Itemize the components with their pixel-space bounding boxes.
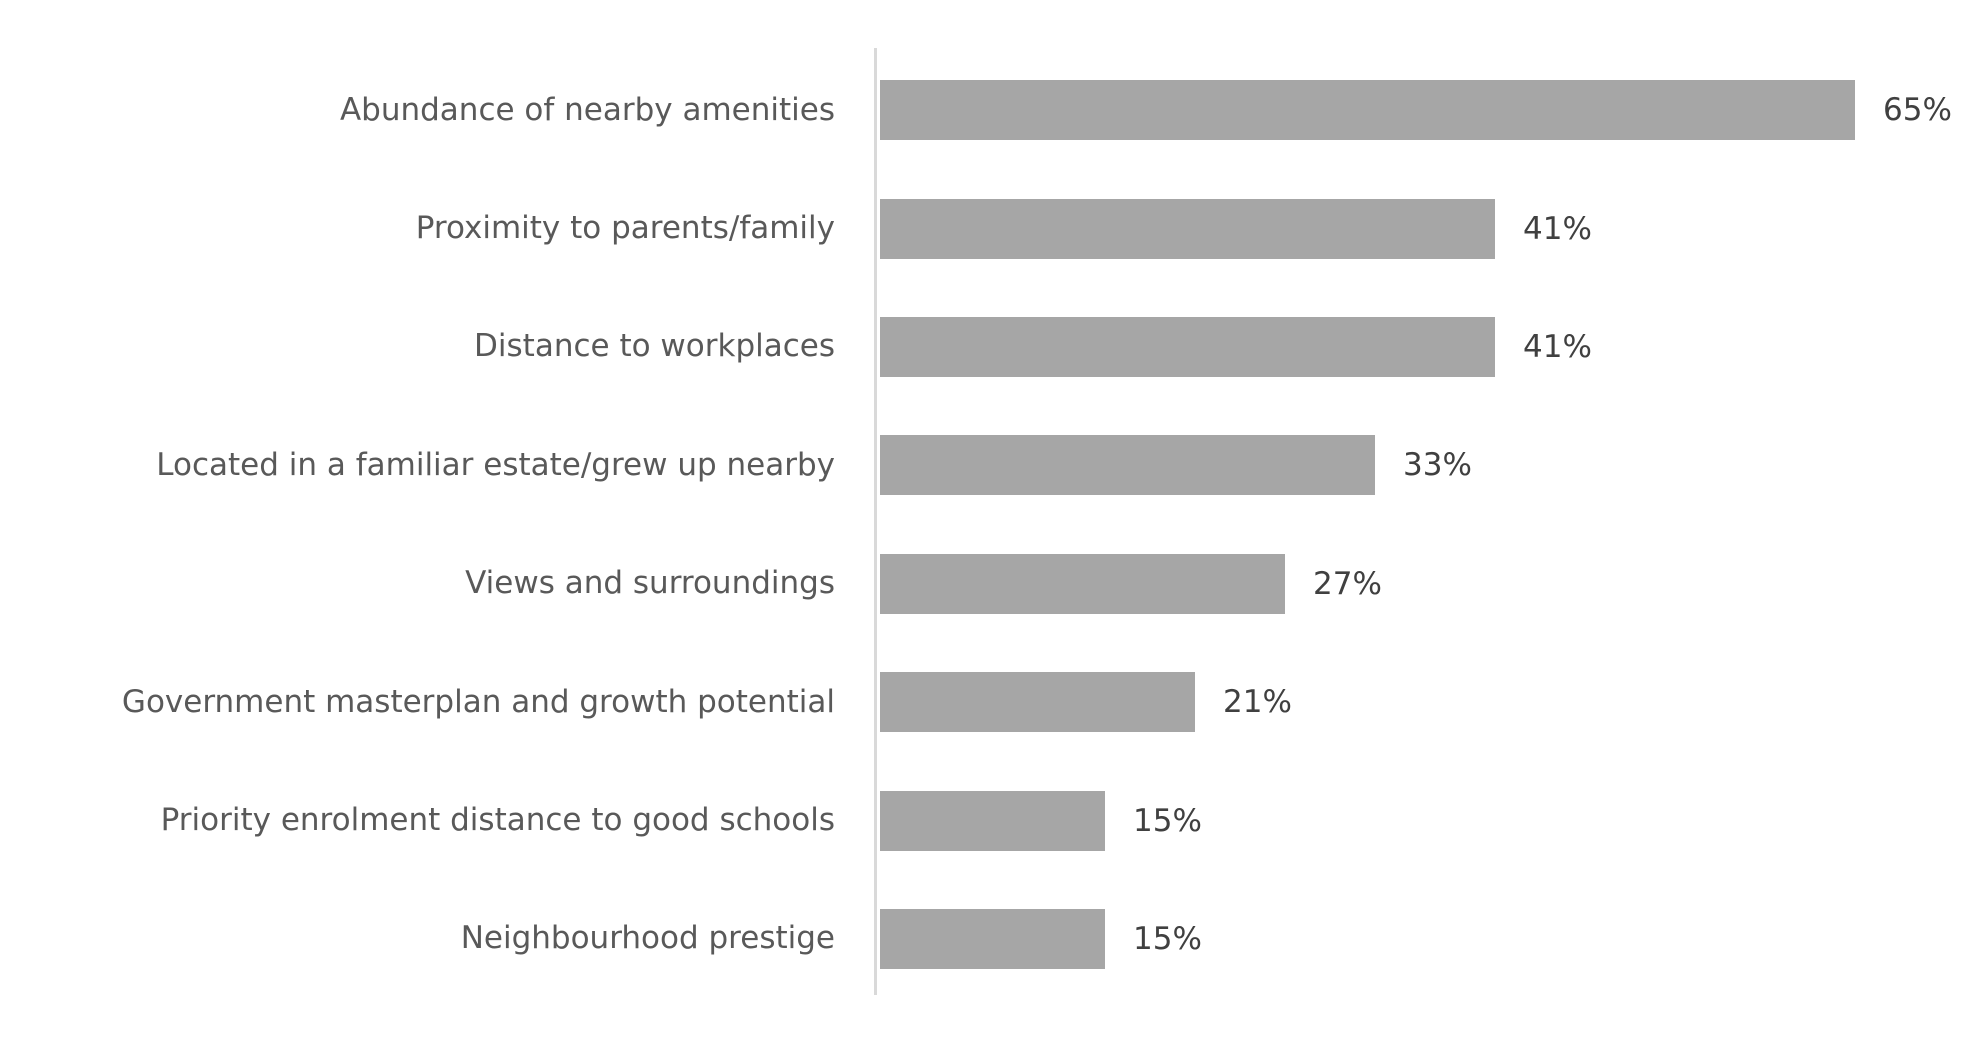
category-axis-line [874,48,877,995]
bar [880,908,1105,969]
bar [880,198,1495,259]
category-label: Distance to workplaces [474,328,835,365]
bar-area: 41% [880,198,1980,259]
bar [880,672,1195,733]
category-label: Priority enrolment distance to good scho… [160,801,835,838]
chart-row: Located in a familiar estate/grew up nea… [0,406,1980,524]
category-label: Abundance of nearby amenities [339,91,835,128]
bar-area: 15% [880,908,1980,969]
category-label: Government masterplan and growth potenti… [121,683,835,720]
data-label: 65% [1883,92,1952,129]
chart-row: Proximity to parents/family 41% [0,169,1980,287]
bar [880,435,1375,496]
bar-area: 65% [880,80,1980,141]
category-label: Proximity to parents/family [415,209,835,246]
data-label: 41% [1523,328,1592,365]
chart-row: Priority enrolment distance to good scho… [0,761,1980,879]
data-label: 27% [1313,565,1382,602]
bar [880,553,1285,614]
category-label: Neighbourhood prestige [460,920,835,957]
bar [880,80,1855,141]
data-label: 41% [1523,210,1592,247]
category-label: Located in a familiar estate/grew up nea… [156,446,835,483]
bar-area: 33% [880,435,1980,496]
data-label: 33% [1403,447,1472,484]
chart-row: Distance to workplaces 41% [0,288,1980,406]
bar [880,316,1495,377]
bar [880,790,1105,851]
chart-row: Neighbourhood prestige 15% [0,880,1980,998]
category-label: Views and surroundings [465,565,835,602]
bar-rows: Abundance of nearby amenities 65% Proximit… [0,51,1980,998]
chart-row: Views and surroundings 27% [0,525,1980,643]
data-label: 21% [1223,684,1292,721]
chart-row: Abundance of nearby amenities 65% [0,51,1980,169]
data-label: 15% [1133,802,1202,839]
bar-area: 15% [880,790,1980,851]
bar-area: 21% [880,672,1980,733]
data-label: 15% [1133,920,1202,957]
bar-area: 41% [880,316,1980,377]
bar-area: 27% [880,553,1980,614]
chart-row: Government masterplan and growth potenti… [0,643,1980,761]
